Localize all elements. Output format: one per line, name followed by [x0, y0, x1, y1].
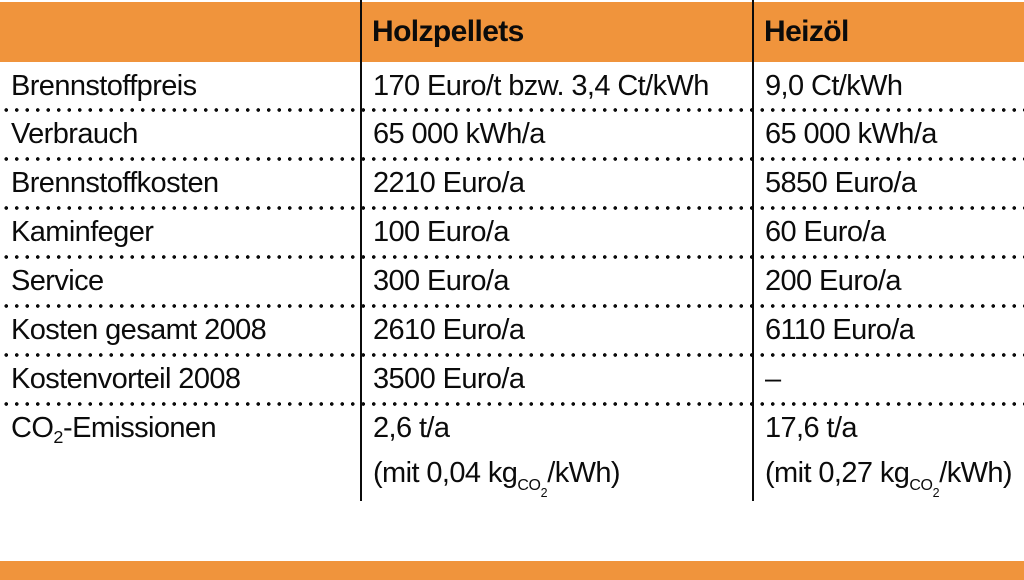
column-header-holzpellets: Holzpellets [372, 15, 524, 48]
co2-label-subscript: 2 [53, 426, 64, 447]
pellets-value: 300 Euro/a [373, 265, 509, 297]
pellets-value: 2610 Euro/a [373, 314, 525, 346]
bottom-accent-bar [0, 561, 1024, 580]
pellets-co2-factor: (mit 0,04 kgCO2/kWh) [373, 457, 621, 500]
oil-value: – [765, 363, 781, 395]
pellets-value: 65 000 kWh/a [373, 118, 545, 150]
row-label-co2: CO2-Emissionen [0, 406, 361, 451]
oil-co2-amount: 17,6 t/a [765, 412, 858, 444]
table-row: Brennstoffpreis 170 Euro/t bzw. 3,4 Ct/k… [0, 62, 1024, 111]
row-label: Service [11, 265, 104, 297]
dotted-row-divider [0, 401, 1024, 407]
oil-value: 200 Euro/a [765, 265, 901, 297]
dotted-row-divider [0, 107, 1024, 113]
pellets-co2-value: 2,6 t/a (mit 0,04 kgCO2/kWh) [361, 406, 753, 500]
oil-value: 6110 Euro/a [765, 314, 915, 346]
column-divider-line [752, 0, 754, 501]
oil-co2-factor: (mit 0,27 kgCO2/kWh) [765, 457, 1013, 500]
oil-co2-value: 17,6 t/a (mit 0,27 kgCO2/kWh) [753, 406, 1024, 500]
table-row: Brennstoffkosten 2210 Euro/a 5850 Euro/a [0, 159, 1024, 208]
co2-label-suffix: -Emissionen [63, 412, 217, 444]
pellets-value: 100 Euro/a [373, 216, 509, 248]
oil-value: 5850 Euro/a [765, 167, 917, 199]
table-row: Kosten gesamt 2008 2610 Euro/a 6110 Euro… [0, 306, 1024, 355]
row-label: Brennstoffpreis [11, 70, 197, 102]
oil-value: 9,0 Ct/kWh [765, 70, 903, 102]
table-header-row: Holzpellets Heizöl [0, 2, 1024, 62]
table-row: Kostenvorteil 2008 3500 Euro/a – [0, 355, 1024, 404]
table-row-co2-emissions: CO2-Emissionen 2,6 t/a (mit 0,04 kgCO2/k… [0, 406, 1024, 500]
oil-value: 60 Euro/a [765, 216, 886, 248]
dotted-row-divider [0, 156, 1024, 162]
dotted-row-divider [0, 205, 1024, 211]
row-label: Verbrauch [11, 118, 138, 150]
pellets-value: 170 Euro/t bzw. 3,4 Ct/kWh [373, 70, 709, 102]
pellets-co2-amount: 2,6 t/a [373, 412, 450, 444]
table-row: Kaminfeger 100 Euro/a 60 Euro/a [0, 208, 1024, 257]
column-divider-line [360, 0, 362, 501]
column-header-heizoel: Heizöl [764, 15, 849, 48]
row-label: Kosten gesamt 2008 [11, 314, 267, 346]
pellets-value: 2210 Euro/a [373, 167, 525, 199]
dotted-row-divider [0, 352, 1024, 358]
pellets-value: 3500 Euro/a [373, 363, 525, 395]
dotted-row-divider [0, 254, 1024, 260]
row-label: Kostenvorteil 2008 [11, 363, 241, 395]
table-row: Verbrauch 65 000 kWh/a 65 000 kWh/a [0, 110, 1024, 159]
row-label: Kaminfeger [11, 216, 154, 248]
table-row: Service 300 Euro/a 200 Euro/a [0, 257, 1024, 306]
row-label: Brennstoffkosten [11, 167, 219, 199]
dotted-row-divider [0, 303, 1024, 309]
oil-value: 65 000 kWh/a [765, 118, 937, 150]
co2-label-text: CO [11, 412, 54, 444]
